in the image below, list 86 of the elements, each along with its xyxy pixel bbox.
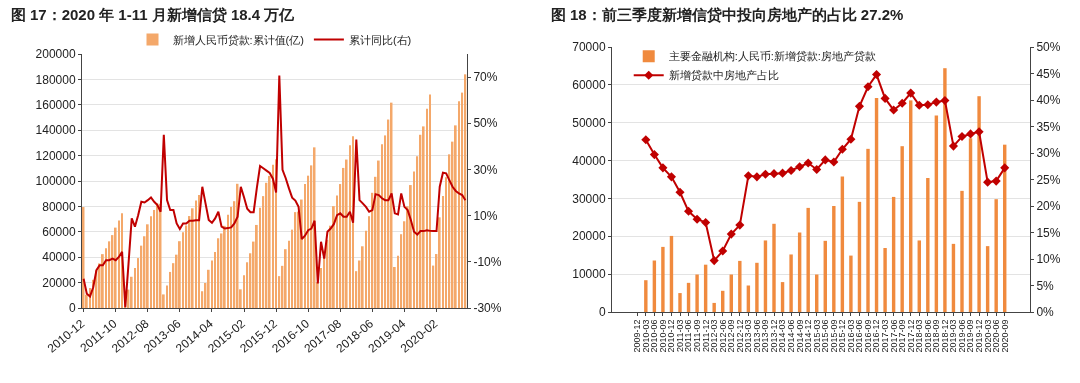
x-tick-label: 2019-03 <box>948 319 959 353</box>
legend-label: 新增贷款中房地产占比 <box>668 69 779 82</box>
x-tick-label: 2013-06 <box>751 319 762 353</box>
x-tick-label: 2012-03 <box>709 319 720 353</box>
x-tick-label: 2018-09 <box>931 319 942 353</box>
x-tick-label: 2012-09 <box>726 319 737 353</box>
x-tick-label: 2018-06 <box>922 319 933 353</box>
x-tick-label: 2010-12 <box>666 319 677 353</box>
x-tick-label: 2018-03 <box>914 319 925 353</box>
x-tick-label: 2011-12 <box>700 319 711 352</box>
y-tick-label: 60000 <box>42 225 76 239</box>
y-tick-label: 50000 <box>572 115 606 130</box>
x-tick-label: 2019-06 <box>956 319 967 353</box>
x-tick-label: 2013-03 <box>743 319 754 353</box>
y2-tick-label: 5% <box>1036 278 1055 293</box>
x-tick-label: 2020-06 <box>991 319 1002 353</box>
x-tick-label: 2010-03 <box>640 319 651 353</box>
x-tick-label: 2014-12 <box>803 319 814 353</box>
x-tick-label: 2017-06 <box>888 319 899 353</box>
x-tick-label: 2013-12 <box>768 319 779 353</box>
y-tick-label: 0 <box>598 305 606 320</box>
x-tick-label: 2015-06 <box>820 319 831 353</box>
chart-title: 图 17：2020 年 1-11 月新增信贷 18.4 万亿 <box>10 6 296 24</box>
y2-tick-label: 10% <box>1036 252 1061 267</box>
x-tick-label: 2017-12 <box>905 319 916 353</box>
x-tick-label: 2012-12 <box>734 319 745 353</box>
x-tick-label: 2014-03 <box>777 319 788 353</box>
y-tick-label: 180000 <box>35 72 76 87</box>
y2-tick-label: 30% <box>1036 146 1061 161</box>
y-tick-label: 30000 <box>572 191 606 206</box>
y-tick-label: 40000 <box>42 250 76 265</box>
y2-tick-label: 40% <box>1036 93 1061 108</box>
x-tick-label: 2016-06 <box>854 319 865 353</box>
x-tick-label: 2011-06 <box>683 319 694 352</box>
x-tick-label: 2019-12 <box>974 319 985 353</box>
x-tick-label: 2020-09 <box>999 319 1010 353</box>
y-tick-label: 160000 <box>35 98 76 112</box>
y2-tick-label: 35% <box>1036 119 1061 134</box>
y2-tick-label: 50% <box>473 116 498 131</box>
x-tick-label: 2015-09 <box>828 319 839 353</box>
y-tick-label: 0 <box>68 301 76 316</box>
y2-tick-label: 15% <box>1036 225 1061 240</box>
x-tick-label: 2013-09 <box>760 319 771 353</box>
x-tick-label: 2016-03 <box>845 319 856 353</box>
y2-tick-label: 25% <box>1036 172 1061 187</box>
x-tick-label: 2019-09 <box>965 319 976 353</box>
x-tick-label: 2010-06 <box>649 319 660 353</box>
x-tick-label: 2016-12 <box>871 319 882 353</box>
y2-tick-label: -10% <box>473 255 502 270</box>
x-tick-label: 2009-12 <box>632 319 643 353</box>
x-tick-label: 2016-09 <box>862 319 873 353</box>
y-tick-label: 60000 <box>572 78 606 93</box>
y-tick-label: 100000 <box>35 174 76 189</box>
y2-tick-label: 45% <box>1036 66 1061 81</box>
x-tick-label: 2011-09 <box>692 319 703 352</box>
y-tick-label: 10000 <box>572 267 606 282</box>
y-tick-label: 20000 <box>42 275 76 290</box>
y-tick-label: 20000 <box>572 229 606 244</box>
y-tick-label: 80000 <box>42 199 76 214</box>
legend-label: 累计同比(右) <box>348 33 412 46</box>
x-tick-label: 2011-03 <box>674 319 685 352</box>
x-tick-label: 2020-03 <box>982 319 993 353</box>
y-tick-label: 140000 <box>35 123 76 138</box>
x-tick-label: 2018-12 <box>939 319 950 353</box>
y-tick-label: 200000 <box>35 47 76 62</box>
x-tick-label: 2014-06 <box>786 319 797 353</box>
x-tick-label: 2014-09 <box>794 319 805 353</box>
y-tick-label: 70000 <box>572 40 606 55</box>
y2-tick-label: 20% <box>1036 199 1061 214</box>
y2-tick-label: 0% <box>1036 305 1055 320</box>
x-tick-label: 2015-03 <box>811 319 822 353</box>
y2-tick-label: 50% <box>1036 40 1061 55</box>
legend-label: 新增人民币贷款:累计值(亿) <box>172 33 304 46</box>
y2-tick-label: 30% <box>473 162 498 177</box>
x-tick-label: 2012-06 <box>717 319 728 353</box>
x-tick-label: 2010-09 <box>657 319 668 353</box>
y2-tick-label: 10% <box>473 208 498 223</box>
y-tick-label: 40000 <box>572 153 606 168</box>
chart-title: 图 18：前三季度新增信贷中投向房地产的占比 27.2% <box>550 6 904 24</box>
y2-tick-label: -30% <box>473 301 502 316</box>
x-tick-label: 2015-12 <box>837 319 848 353</box>
y-tick-label: 120000 <box>35 148 76 163</box>
x-tick-label: 2017-03 <box>880 319 891 353</box>
x-tick-label: 2017-09 <box>897 319 908 353</box>
y2-tick-label: 70% <box>473 70 498 85</box>
legend-label: 主要金融机构:人民币:新增贷款:房地产贷款 <box>668 50 876 63</box>
